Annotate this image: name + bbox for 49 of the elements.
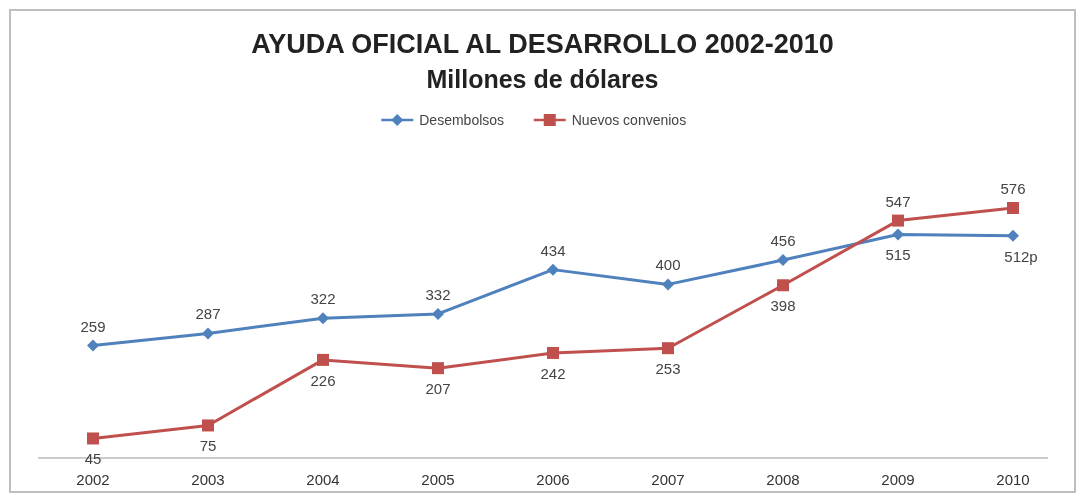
point — [87, 339, 99, 352]
point — [892, 214, 904, 227]
data-label: 45 — [84, 450, 102, 468]
legend-label: Desembolsos — [419, 112, 505, 128]
point — [432, 307, 444, 320]
point — [317, 312, 329, 325]
point — [432, 362, 444, 375]
data-label: 332 — [425, 285, 451, 303]
data-label: 434 — [540, 241, 566, 259]
point — [662, 278, 674, 291]
point — [662, 342, 674, 355]
point — [1007, 229, 1019, 242]
data-label: 400 — [655, 256, 681, 274]
x-tick-label: 2007 — [651, 471, 685, 488]
x-tick-label: 2006 — [536, 471, 570, 488]
x-tick-label: 2004 — [306, 471, 340, 488]
data-label: 207 — [425, 380, 451, 398]
x-tick-label: 2003 — [191, 471, 225, 488]
point — [547, 263, 559, 276]
data-label: 287 — [195, 305, 221, 323]
x-tick-label: 2002 — [76, 471, 110, 488]
data-label: 398 — [770, 297, 796, 315]
point — [202, 419, 214, 432]
point — [202, 327, 214, 340]
data-label: 512p — [1004, 247, 1038, 265]
x-tick-label: 2008 — [766, 471, 800, 488]
data-label: 253 — [655, 360, 681, 378]
data-label: 259 — [80, 317, 106, 335]
point — [777, 254, 789, 267]
point — [547, 346, 559, 359]
data-label: 75 — [199, 437, 217, 455]
x-tick-label: 2009 — [881, 471, 915, 488]
data-label: 456 — [770, 232, 796, 250]
data-label: 242 — [540, 364, 566, 382]
point — [892, 228, 904, 241]
chart-title: AYUDA OFICIAL AL DESARROLLO 2002-2010 — [251, 29, 834, 59]
data-label: 226 — [310, 371, 336, 389]
chart-subtitle: Millones de dólares — [426, 65, 659, 93]
data-label: 515 — [885, 246, 911, 264]
data-label: 576 — [1000, 180, 1026, 197]
legend-label: Nuevos convenios — [571, 112, 687, 128]
point — [317, 353, 329, 366]
point — [1007, 202, 1019, 214]
x-tick-label: 2005 — [421, 471, 455, 488]
x-tick-label: 2010 — [996, 471, 1030, 488]
data-label: 322 — [310, 290, 336, 308]
data-label: 547 — [885, 192, 911, 210]
point — [87, 432, 99, 445]
point — [777, 279, 789, 292]
